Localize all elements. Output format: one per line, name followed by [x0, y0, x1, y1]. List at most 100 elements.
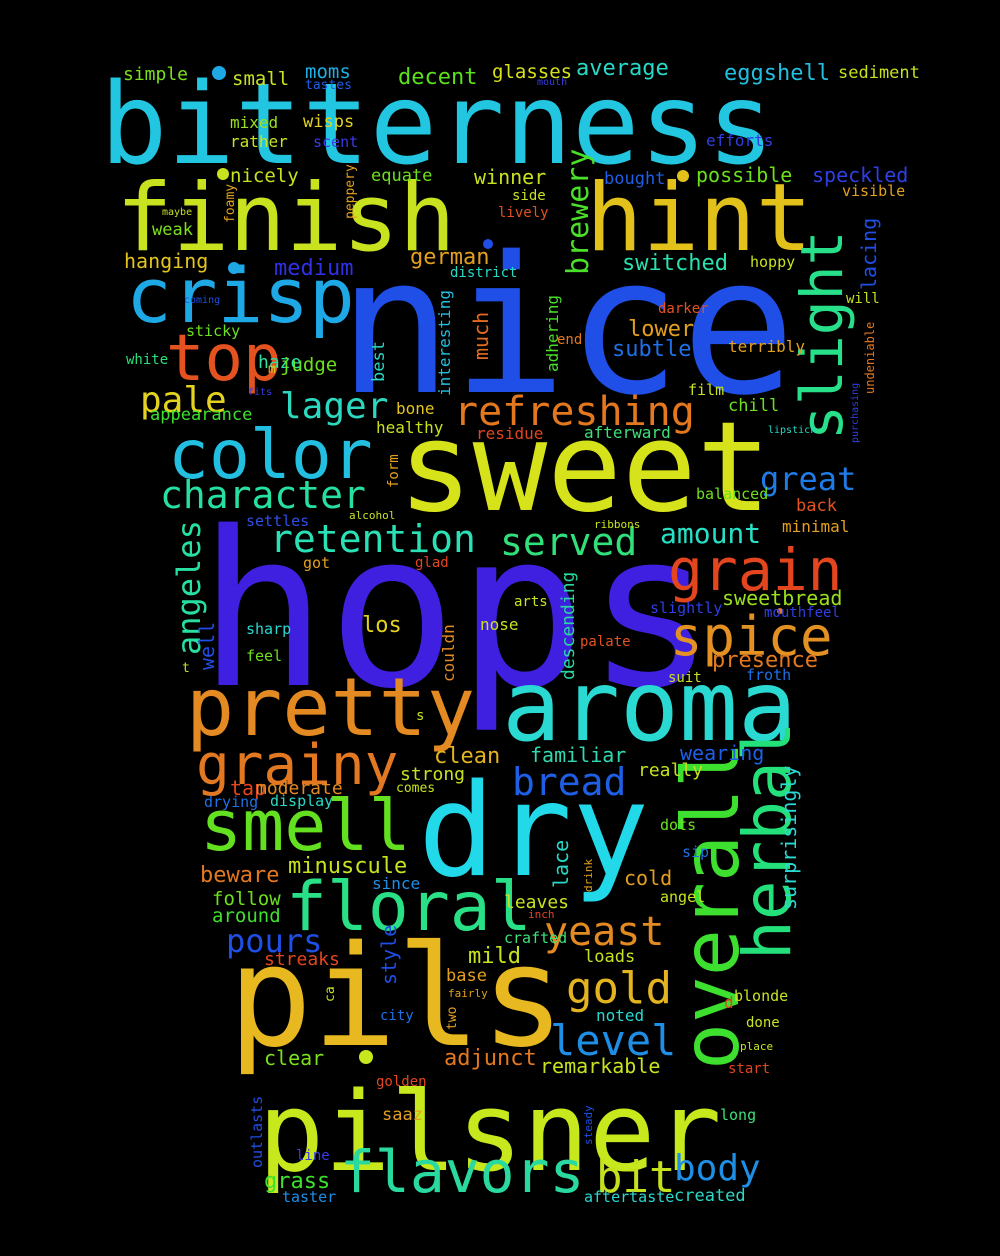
word-retention: retention: [270, 517, 476, 561]
word-nicely: nicely: [230, 165, 299, 187]
decorative-dot: [212, 66, 226, 80]
word-lipstick: lipstick: [768, 425, 816, 436]
word-long: long: [720, 1106, 756, 1124]
word-body: body: [674, 1148, 761, 1189]
word-smell: smell: [200, 785, 411, 867]
word-start: start: [728, 1061, 770, 1077]
word-bone: bone: [396, 399, 435, 418]
word-around: around: [212, 905, 281, 927]
word-wisps: wisps: [303, 112, 354, 132]
word-settles: settles: [246, 512, 309, 530]
word-judge: judge: [280, 354, 337, 376]
word-great: great: [760, 460, 856, 498]
word-sweet: sweet: [398, 396, 771, 540]
word-hint: hint: [586, 164, 812, 273]
word-switched: switched: [622, 251, 728, 276]
word-balanced: balanced: [696, 485, 768, 503]
word-palate: palate: [580, 634, 631, 650]
word-dry: dry: [418, 757, 649, 906]
word-pils: pils: [228, 916, 565, 1079]
word-sediment: sediment: [838, 63, 920, 83]
word-d: d: [724, 993, 734, 1012]
decorative-dot: [359, 1050, 373, 1064]
word-saaz: saaz: [382, 1105, 423, 1125]
word-lager: lager: [280, 386, 388, 427]
word-equate: equate: [371, 166, 432, 186]
word-bought: bought: [604, 169, 665, 189]
word-glasses: glasses: [492, 61, 572, 83]
word-mixed: mixed: [230, 113, 278, 132]
word-decent: decent: [398, 65, 477, 90]
word-finish: finish: [116, 164, 456, 273]
word-color: color: [168, 416, 373, 495]
word-minuscule: minuscule: [288, 854, 407, 879]
word-much: much: [469, 312, 493, 360]
word-yeast: yeast: [544, 909, 664, 955]
word-arts: arts: [514, 594, 548, 610]
word-weak: weak: [152, 220, 193, 240]
word-lower: lower: [628, 317, 694, 342]
word-beware: beware: [200, 863, 279, 888]
word-amount: amount: [660, 517, 761, 550]
word-glad: glad: [415, 555, 449, 571]
word-tap: tap: [230, 776, 266, 800]
word-clear: clear: [264, 1046, 324, 1070]
word-leaves: leaves: [504, 892, 569, 913]
word-nose: nose: [480, 615, 519, 634]
word-efforts: efforts: [706, 131, 773, 150]
word-crafted: crafted: [504, 929, 567, 947]
word-mild: mild: [468, 944, 521, 969]
word-residue: residue: [476, 424, 543, 443]
word-mouth: mouth: [537, 77, 567, 88]
word-form: form: [386, 454, 402, 488]
word-angel: angel: [660, 888, 705, 906]
word-streaks: streaks: [264, 949, 340, 970]
word-level: level: [550, 1016, 676, 1065]
decorative-dot: [677, 170, 689, 182]
word-terribly: terribly: [728, 337, 805, 356]
word-undeniable: undeniable: [863, 322, 877, 394]
word-sip: sip: [682, 843, 709, 861]
word-hoppy: hoppy: [750, 253, 795, 271]
word-appearance: appearance: [150, 405, 252, 425]
word-strong: strong: [400, 764, 465, 785]
word-sticky: sticky: [186, 322, 240, 340]
decorative-dot: [217, 168, 229, 180]
word-bit: bit: [596, 1152, 675, 1203]
word-follow: follow: [212, 888, 281, 910]
word-ribbons: ribbons: [594, 518, 640, 531]
word-bread: bread: [512, 760, 626, 804]
word-winner: winner: [474, 165, 546, 189]
word-created: created: [674, 1186, 746, 1206]
word-hanging: hanging: [124, 249, 208, 273]
word-line: line: [296, 1148, 330, 1164]
word-grass: grass: [264, 1169, 330, 1194]
word-los: los: [362, 613, 402, 638]
word-fairly: fairly: [448, 987, 488, 1000]
word-nice: nice: [338, 216, 796, 437]
decorative-dot: [228, 262, 240, 274]
word-visible: visible: [842, 182, 905, 200]
word-well: well: [195, 622, 219, 670]
word-froth: froth: [746, 666, 791, 684]
word-sweetbread: sweetbread: [722, 586, 842, 610]
word-outlasts: outlasts: [248, 1096, 266, 1168]
word-couldn: couldn: [439, 624, 458, 682]
word-slightly: slightly: [650, 599, 722, 617]
word-noted: noted: [596, 1006, 644, 1025]
word-bitterness: bitterness: [100, 60, 774, 190]
word-lace: lace: [549, 840, 573, 888]
word-possible: possible: [696, 163, 792, 187]
word-descending: descending: [558, 572, 579, 680]
word-white: white: [126, 352, 168, 368]
word-since: since: [372, 874, 420, 893]
word-eggshell: eggshell: [724, 61, 830, 86]
word-sharp: sharp: [246, 620, 291, 638]
word-lacing: lacing: [857, 218, 881, 290]
word-loads: loads: [584, 947, 635, 967]
word-s: s: [416, 708, 424, 724]
word-two: two: [445, 1007, 460, 1030]
word-served: served: [500, 520, 637, 564]
